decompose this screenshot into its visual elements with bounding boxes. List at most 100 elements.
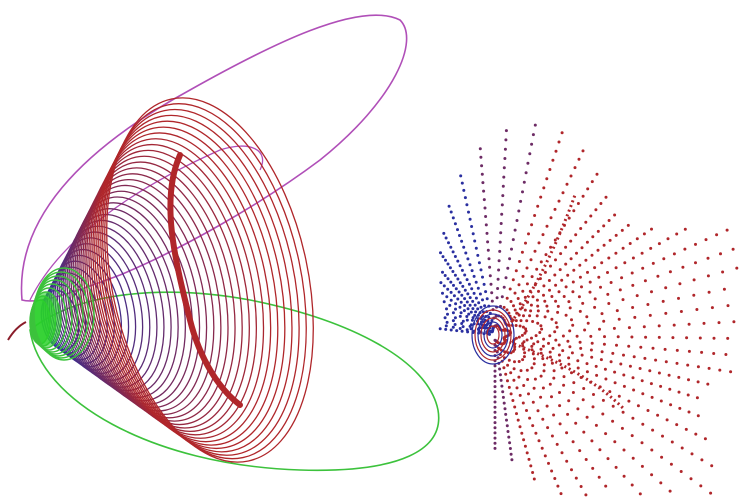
cloud-point bbox=[471, 307, 475, 311]
cloud-point bbox=[669, 403, 673, 407]
cloud-point bbox=[671, 336, 675, 340]
cloud-point bbox=[712, 336, 716, 340]
cloud-point bbox=[502, 305, 506, 309]
cloud-point bbox=[540, 327, 544, 331]
cone-ring bbox=[86, 155, 243, 429]
cloud-point bbox=[527, 232, 530, 236]
cloud-point bbox=[615, 309, 619, 313]
cloud-point bbox=[554, 283, 558, 287]
cloud-point bbox=[533, 214, 537, 217]
cloud-point bbox=[460, 322, 464, 325]
cloud-point bbox=[520, 306, 524, 310]
cloud-point bbox=[531, 133, 535, 137]
cloud-point bbox=[502, 285, 506, 289]
cloud-point bbox=[453, 222, 457, 226]
cloud-point bbox=[558, 359, 562, 363]
cloud-point bbox=[687, 410, 691, 414]
cloud-point bbox=[458, 305, 462, 309]
cloud-point bbox=[571, 440, 575, 444]
cloud-point bbox=[461, 325, 465, 329]
cloud-point bbox=[531, 320, 535, 323]
cloud-point bbox=[518, 393, 522, 397]
cloud-point bbox=[494, 314, 498, 318]
cloud-point bbox=[463, 288, 467, 292]
cloud-point bbox=[522, 314, 525, 318]
cloud-point bbox=[562, 295, 566, 298]
cone-ring bbox=[102, 108, 300, 456]
cloud-point bbox=[656, 274, 660, 278]
cloud-point bbox=[451, 325, 455, 329]
cloud-point bbox=[465, 318, 469, 322]
cloud-point bbox=[641, 392, 645, 396]
cone-ring bbox=[74, 190, 201, 409]
cloud-point bbox=[564, 262, 568, 266]
cloud-point bbox=[590, 253, 594, 257]
cloud-point bbox=[578, 309, 582, 313]
cloud-core-ring bbox=[474, 309, 512, 361]
cloud-point bbox=[620, 426, 624, 430]
cloud-point bbox=[579, 346, 583, 350]
cloud-point bbox=[622, 474, 626, 478]
cloud-point bbox=[550, 295, 554, 298]
cloud-point bbox=[644, 335, 648, 339]
cloud-point bbox=[493, 395, 497, 399]
cloud-point bbox=[474, 246, 478, 250]
cloud-point bbox=[582, 387, 586, 390]
cloud-point bbox=[642, 325, 646, 329]
green-nozzle-ring bbox=[33, 267, 95, 361]
cloud-point bbox=[466, 257, 470, 261]
cloud-point bbox=[456, 277, 460, 281]
cloud-point bbox=[564, 313, 568, 317]
cloud-point bbox=[602, 319, 606, 323]
cloud-point bbox=[649, 246, 653, 250]
cloud-point bbox=[641, 422, 645, 426]
cloud-point bbox=[453, 316, 457, 320]
cloud-point bbox=[648, 369, 652, 373]
cloud-point bbox=[481, 181, 485, 185]
cloud-point bbox=[484, 223, 488, 227]
cloud-point bbox=[507, 385, 511, 389]
cloud-point bbox=[481, 275, 484, 279]
cloud-point bbox=[531, 400, 535, 404]
cloud-point bbox=[557, 140, 561, 144]
cloud-point bbox=[627, 399, 631, 403]
cloud-point bbox=[553, 477, 557, 480]
cloud-point bbox=[506, 379, 509, 383]
cloud-point bbox=[493, 405, 497, 409]
cloud-point bbox=[448, 266, 452, 270]
cloud-point bbox=[576, 407, 580, 411]
cloud-point bbox=[619, 362, 623, 366]
cloud-point bbox=[569, 174, 573, 178]
cloud-point bbox=[696, 365, 700, 369]
cloud-point bbox=[540, 446, 544, 450]
cloud-point bbox=[636, 404, 640, 408]
cloud-core-ring bbox=[480, 317, 506, 353]
cloud-point bbox=[523, 444, 527, 448]
cloud-point bbox=[543, 454, 547, 458]
cloud-point bbox=[532, 386, 536, 390]
cloud-point bbox=[523, 308, 527, 312]
cloud-point bbox=[505, 418, 508, 422]
cloud-point bbox=[643, 356, 647, 360]
cloud-point bbox=[466, 307, 470, 311]
cloud-point bbox=[459, 311, 463, 315]
cloud-point bbox=[631, 283, 635, 287]
cloud-point bbox=[459, 174, 463, 178]
cloud-point bbox=[597, 275, 601, 279]
cloud-point bbox=[461, 284, 465, 288]
cloud-point bbox=[458, 314, 462, 318]
cloud-point bbox=[656, 413, 660, 417]
cloud-point bbox=[599, 285, 602, 289]
cloud-point bbox=[515, 386, 519, 390]
cloud-point bbox=[446, 312, 449, 316]
cloud-point bbox=[700, 458, 704, 462]
cloud-point bbox=[506, 430, 510, 433]
cloud-point bbox=[556, 484, 560, 488]
cloud-point bbox=[539, 351, 543, 355]
cone-ring bbox=[98, 120, 286, 450]
cloud-point bbox=[513, 291, 517, 295]
cloud-point bbox=[681, 265, 685, 269]
cloud-point bbox=[498, 249, 502, 253]
cloud-point bbox=[586, 187, 590, 191]
cloud-point bbox=[501, 184, 505, 188]
